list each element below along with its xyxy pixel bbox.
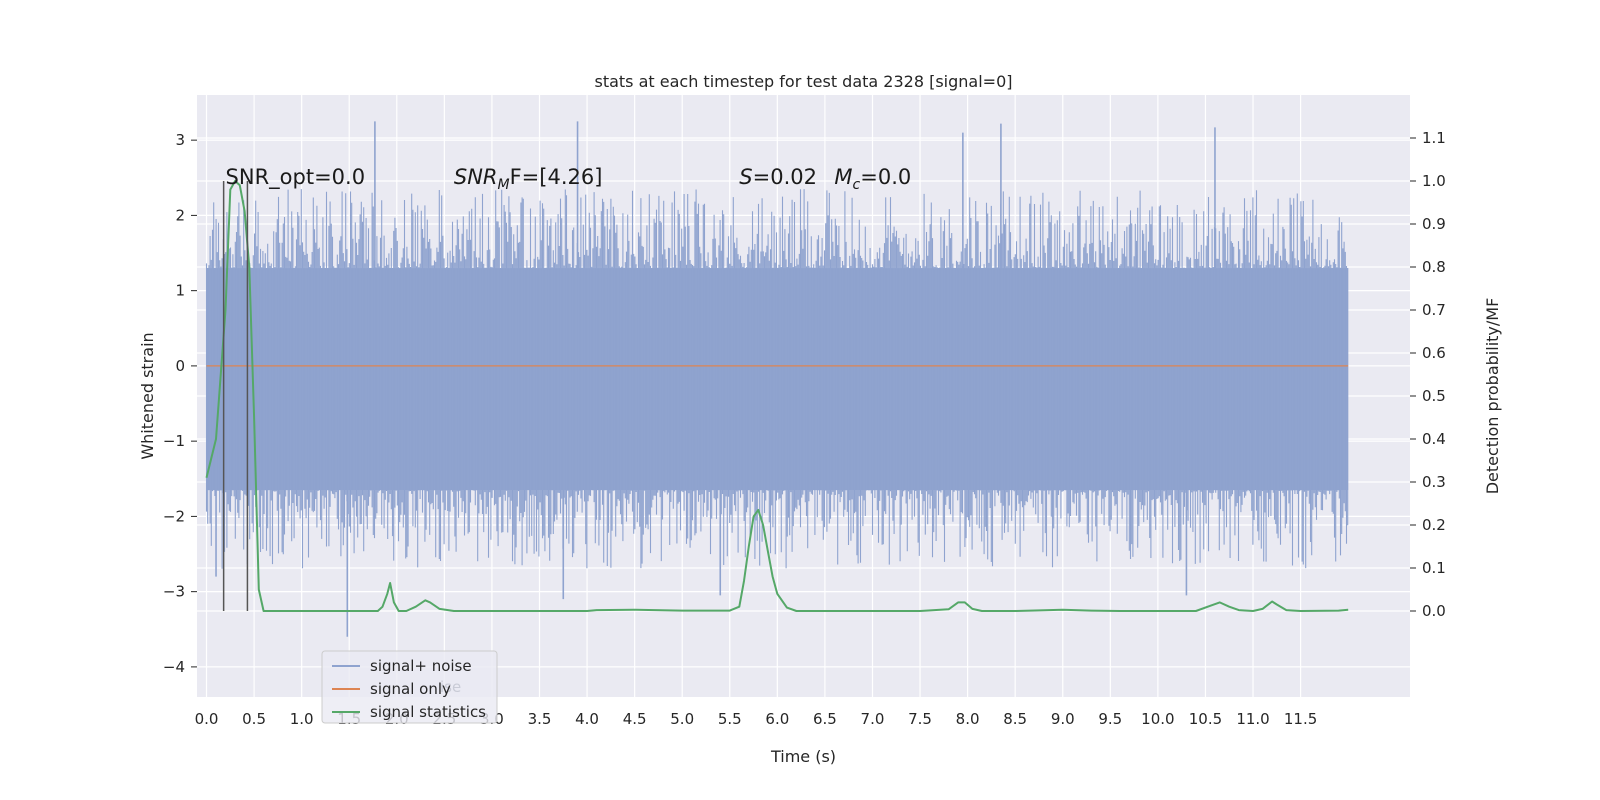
y-axis-label: Whitened strain: [138, 332, 157, 459]
legend: ise signal+ noise signal only signal statis…: [321, 650, 498, 724]
right-y-tick-label: 0.6: [1422, 344, 1446, 362]
x-tick-label: 3.5: [528, 710, 552, 728]
y-tick-label: 2: [175, 206, 185, 224]
annotation-symbol: SNR: [454, 165, 498, 189]
x-tick-label: 0.5: [242, 710, 266, 728]
annotation-symbol: M: [834, 165, 852, 189]
right-y-tick-label: 0.1: [1422, 559, 1446, 577]
x-tick-label: 9.5: [1098, 710, 1122, 728]
right-y-tick-label: 0.0: [1422, 602, 1446, 620]
x-tick-label: 11.5: [1284, 710, 1317, 728]
signal-plus-noise-series: [205, 121, 1349, 637]
y-tick-label: −3: [163, 583, 185, 601]
x-tick-label: 10.5: [1189, 710, 1222, 728]
right-y-tick-label: 0.5: [1422, 387, 1446, 405]
x-tick-label: 4.0: [575, 710, 599, 728]
annotation-value: =0.02: [753, 165, 817, 189]
y-tick-label: −2: [163, 507, 185, 525]
y-tick-label: 1: [175, 282, 185, 300]
legend-label: signal statistics: [370, 703, 486, 721]
right-y-tick-label: 0.8: [1422, 258, 1446, 276]
x-tick-labels: 0.00.51.01.52.02.53.03.54.04.55.05.56.06…: [195, 710, 1318, 728]
right-y-tick-label: 0.3: [1422, 473, 1446, 491]
right-y-tick-label: 0.4: [1422, 430, 1446, 448]
y-tick-label: 3: [175, 131, 185, 149]
chart-title: stats at each timestep for test data 232…: [594, 72, 1012, 91]
x-tick-label: 1.0: [290, 710, 314, 728]
x-tick-label: 7.5: [908, 710, 932, 728]
y-tick-labels: 3 2 1 0 −1 −2 −3 −4: [163, 131, 197, 676]
x-tick-label: 6.5: [813, 710, 837, 728]
right-y-tick-labels: 1.1 1.0 0.9 0.8 0.7 0.6 0.5 0.4 0.3 0.2 0.1 0.0: [1410, 129, 1446, 620]
x-tick-label: 4.5: [623, 710, 647, 728]
x-tick-label: 8.5: [1003, 710, 1027, 728]
annotation-snr-mf: SNRMF=[4.26]: [454, 165, 603, 193]
annotation-subscript: M: [498, 177, 510, 193]
annotations: SNR_opt=0.0 SNRMF=[4.26] S=0.02 Mc=0.0: [226, 165, 912, 193]
x-tick-label: 0.0: [195, 710, 219, 728]
signal-statistics-line: [205, 180, 1349, 612]
x-tick-label: 5.5: [718, 710, 742, 728]
y-tick-label: 0: [175, 357, 185, 375]
right-y-tick-label: 1.0: [1422, 172, 1446, 190]
right-y-tick-label: 0.2: [1422, 516, 1446, 534]
y-tick-label: −1: [163, 432, 185, 450]
x-axis-label: Time (s): [770, 747, 836, 766]
x-tick-label: 11.0: [1236, 710, 1269, 728]
x-tick-label: 10.0: [1141, 710, 1174, 728]
annotation-mc-value: Mc=0.0: [834, 165, 911, 193]
annotation-value: F=[4.26]: [510, 165, 603, 189]
x-tick-label: 7.0: [861, 710, 885, 728]
signal-statistics-series: [205, 180, 1349, 612]
x-tick-label: 5.0: [670, 710, 694, 728]
marker-lines: [222, 181, 249, 611]
right-y-tick-label: 1.1: [1422, 129, 1446, 147]
annotation-subscript: c: [853, 177, 861, 193]
annotation-value: =0.0: [860, 165, 911, 189]
legend-label: signal only: [370, 680, 451, 698]
legend-label: signal+ noise: [370, 657, 472, 675]
right-y-tick-label: 0.7: [1422, 301, 1446, 319]
annotation-snr-opt: SNR_opt=0.0: [226, 165, 366, 190]
x-tick-label: 6.0: [765, 710, 789, 728]
annotation-symbol: S: [739, 165, 752, 189]
x-tick-label: 9.0: [1051, 710, 1075, 728]
x-tick-label: 8.0: [956, 710, 980, 728]
legend-ghost-text: ise: [440, 678, 461, 696]
y-tick-label: −4: [163, 658, 185, 676]
right-y-tick-label: 0.9: [1422, 215, 1446, 233]
annotation-s-value: S=0.02: [739, 165, 817, 189]
legend-box: [321, 650, 498, 724]
right-y-axis-label: Detection probability/MF: [1483, 298, 1502, 495]
